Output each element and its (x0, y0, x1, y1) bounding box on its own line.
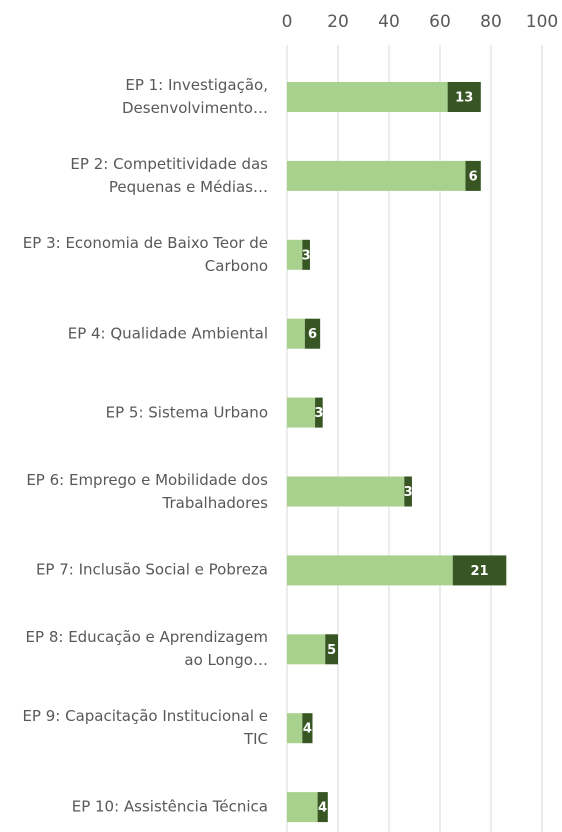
data-label: 4 (303, 722, 312, 737)
bar-segment (325, 634, 338, 665)
bar-segment (287, 634, 326, 665)
bar-segment (315, 397, 323, 428)
bar-segment (287, 82, 448, 112)
data-label: 5 (327, 643, 336, 658)
bar-segment (287, 555, 453, 586)
data-label: 13 (455, 91, 473, 106)
bar-segment (465, 160, 481, 191)
x-tick-label: 60 (429, 12, 451, 32)
bar-segment (287, 397, 316, 428)
x-tick-label: 40 (378, 12, 400, 32)
bar-segment (302, 713, 313, 744)
bar-segment (287, 792, 318, 823)
x-tick-label: 0 (282, 12, 293, 32)
bar-segment (287, 160, 466, 191)
data-label: 3 (404, 485, 413, 500)
y-tick-label: EP 6: Emprego e Mobilidade dos Trabalhad… (26, 470, 268, 512)
y-tick-label: EP 8: Educação e Aprendizagem ao Longo… (25, 628, 268, 670)
bar-segment (317, 792, 328, 823)
data-label: 6 (469, 169, 478, 184)
x-tick-label: 20 (327, 12, 349, 32)
bar-segment (452, 555, 507, 586)
x-tick-label: 100 (526, 12, 558, 32)
data-label: 3 (302, 248, 311, 263)
x-tick-label: 80 (480, 12, 502, 32)
y-tick-label: EP 7: Inclusão Social e Pobreza (35, 560, 268, 579)
bar-segment (287, 239, 303, 270)
bar-segment (287, 713, 303, 744)
bar-segment (287, 318, 305, 349)
data-label: 6 (308, 327, 317, 342)
y-tick-label: EP 2: Competitividade das Pequenas e Méd… (70, 154, 268, 196)
bar-segment (447, 82, 481, 112)
bar-segment (404, 476, 412, 507)
data-label: 4 (318, 801, 327, 816)
y-tick-label: EP 1: Investigação, Desenvolvimento… (121, 76, 268, 117)
data-label: 21 (470, 564, 488, 579)
bar-segment (304, 318, 321, 349)
y-tick-label: EP 9: Capacitação Institucional e TIC (22, 707, 268, 749)
data-label: 3 (314, 406, 323, 421)
bar-segment (287, 476, 405, 507)
y-tick-label: EP 5: Sistema Urbano (105, 403, 268, 422)
y-tick-label: EP 3: Economia de Baixo Teor de Carbono (22, 233, 268, 275)
y-tick-label: EP 10: Assistência Técnica (71, 797, 268, 816)
bar-segment (302, 239, 310, 270)
y-tick-label: EP 4: Qualidade Ambiental (67, 324, 268, 343)
